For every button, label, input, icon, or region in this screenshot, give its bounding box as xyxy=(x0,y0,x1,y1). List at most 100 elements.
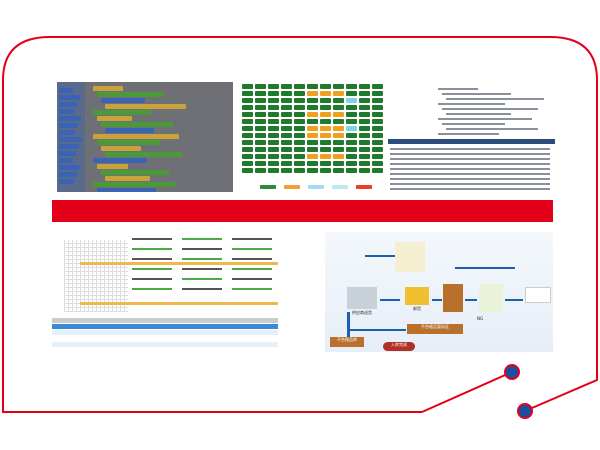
frame-connector xyxy=(421,371,513,413)
legend-swatch xyxy=(356,185,372,189)
info-text xyxy=(232,258,272,260)
status-cell xyxy=(294,105,305,110)
status-cell xyxy=(281,112,292,117)
status-cell xyxy=(307,91,318,96)
arrow xyxy=(350,329,406,331)
code-line xyxy=(438,133,499,135)
code-block xyxy=(93,134,179,139)
inspection-box xyxy=(479,284,503,312)
table-row xyxy=(52,336,278,341)
status-cell xyxy=(242,133,253,138)
palette-block xyxy=(59,165,80,170)
node-dot xyxy=(517,403,533,419)
code-block xyxy=(97,164,128,169)
arrow xyxy=(465,299,477,301)
status-cell xyxy=(307,119,318,124)
status-cell xyxy=(281,84,292,89)
status-cell xyxy=(268,168,279,173)
status-cell xyxy=(255,133,266,138)
status-cell xyxy=(294,112,305,117)
status-cell xyxy=(242,119,253,124)
code-block xyxy=(105,176,150,181)
status-cell xyxy=(359,140,370,145)
palette-block xyxy=(59,116,81,121)
status-cell xyxy=(359,105,370,110)
status-cell xyxy=(372,91,383,96)
status-cell xyxy=(320,112,331,117)
status-cell xyxy=(281,168,292,173)
status-cell xyxy=(333,161,344,166)
code-block xyxy=(105,104,186,109)
status-cell xyxy=(320,91,331,96)
status-cell xyxy=(281,154,292,159)
status-cell xyxy=(268,147,279,152)
storage-box xyxy=(443,284,463,312)
status-cell xyxy=(281,147,292,152)
status-cell xyxy=(372,84,383,89)
palette-block xyxy=(59,130,75,135)
table-row xyxy=(52,330,278,335)
palette-block xyxy=(59,151,76,156)
frame-border xyxy=(1,36,598,413)
palette-block xyxy=(59,144,79,149)
status-cell xyxy=(242,84,253,89)
info-text xyxy=(182,278,222,280)
status-cell xyxy=(320,126,331,131)
status-cell xyxy=(242,140,253,145)
status-cell xyxy=(294,168,305,173)
status-cell xyxy=(346,126,357,131)
status-cell xyxy=(320,140,331,145)
status-cell xyxy=(281,98,292,103)
log-line xyxy=(390,153,550,155)
info-text xyxy=(182,238,222,240)
code-block xyxy=(93,86,123,91)
barcode-icon xyxy=(525,287,551,303)
code-block xyxy=(93,158,147,163)
info-text xyxy=(182,258,222,260)
code-block xyxy=(97,116,132,121)
info-text xyxy=(182,268,222,270)
status-cell xyxy=(307,168,318,173)
code-line xyxy=(442,123,505,125)
status-cell xyxy=(307,105,318,110)
log-line xyxy=(390,188,550,190)
status-cell xyxy=(307,126,318,131)
code-block xyxy=(101,98,145,103)
status-cell xyxy=(255,98,266,103)
status-cell xyxy=(307,98,318,103)
status-cell xyxy=(372,133,383,138)
status-cell xyxy=(372,161,383,166)
table-row-selected xyxy=(52,324,278,329)
status-cell xyxy=(372,112,383,117)
table-header xyxy=(52,318,278,323)
status-cell xyxy=(255,147,266,152)
status-cell xyxy=(268,98,279,103)
code-line xyxy=(446,113,511,115)
status-cell xyxy=(359,168,370,173)
status-cell xyxy=(294,91,305,96)
info-text xyxy=(132,268,172,270)
info-text xyxy=(232,288,272,290)
palette-block xyxy=(59,102,77,107)
arrow xyxy=(365,255,405,257)
status-cell xyxy=(333,98,344,103)
status-cell xyxy=(242,154,253,159)
info-text xyxy=(232,238,272,240)
info-text xyxy=(232,248,272,250)
status-cell xyxy=(307,84,318,89)
code-block xyxy=(93,182,175,187)
status-cell xyxy=(268,140,279,145)
code-line xyxy=(442,93,511,95)
status-cell xyxy=(242,126,253,131)
status-cell xyxy=(359,126,370,131)
log-line xyxy=(390,178,550,180)
legend-swatch xyxy=(332,185,348,189)
status-cell xyxy=(359,91,370,96)
status-cell xyxy=(268,161,279,166)
arrow xyxy=(505,299,523,301)
status-cell xyxy=(372,126,383,131)
status-cell xyxy=(372,119,383,124)
arrow xyxy=(432,299,442,301)
status-cell xyxy=(268,133,279,138)
palette-block xyxy=(59,137,82,142)
